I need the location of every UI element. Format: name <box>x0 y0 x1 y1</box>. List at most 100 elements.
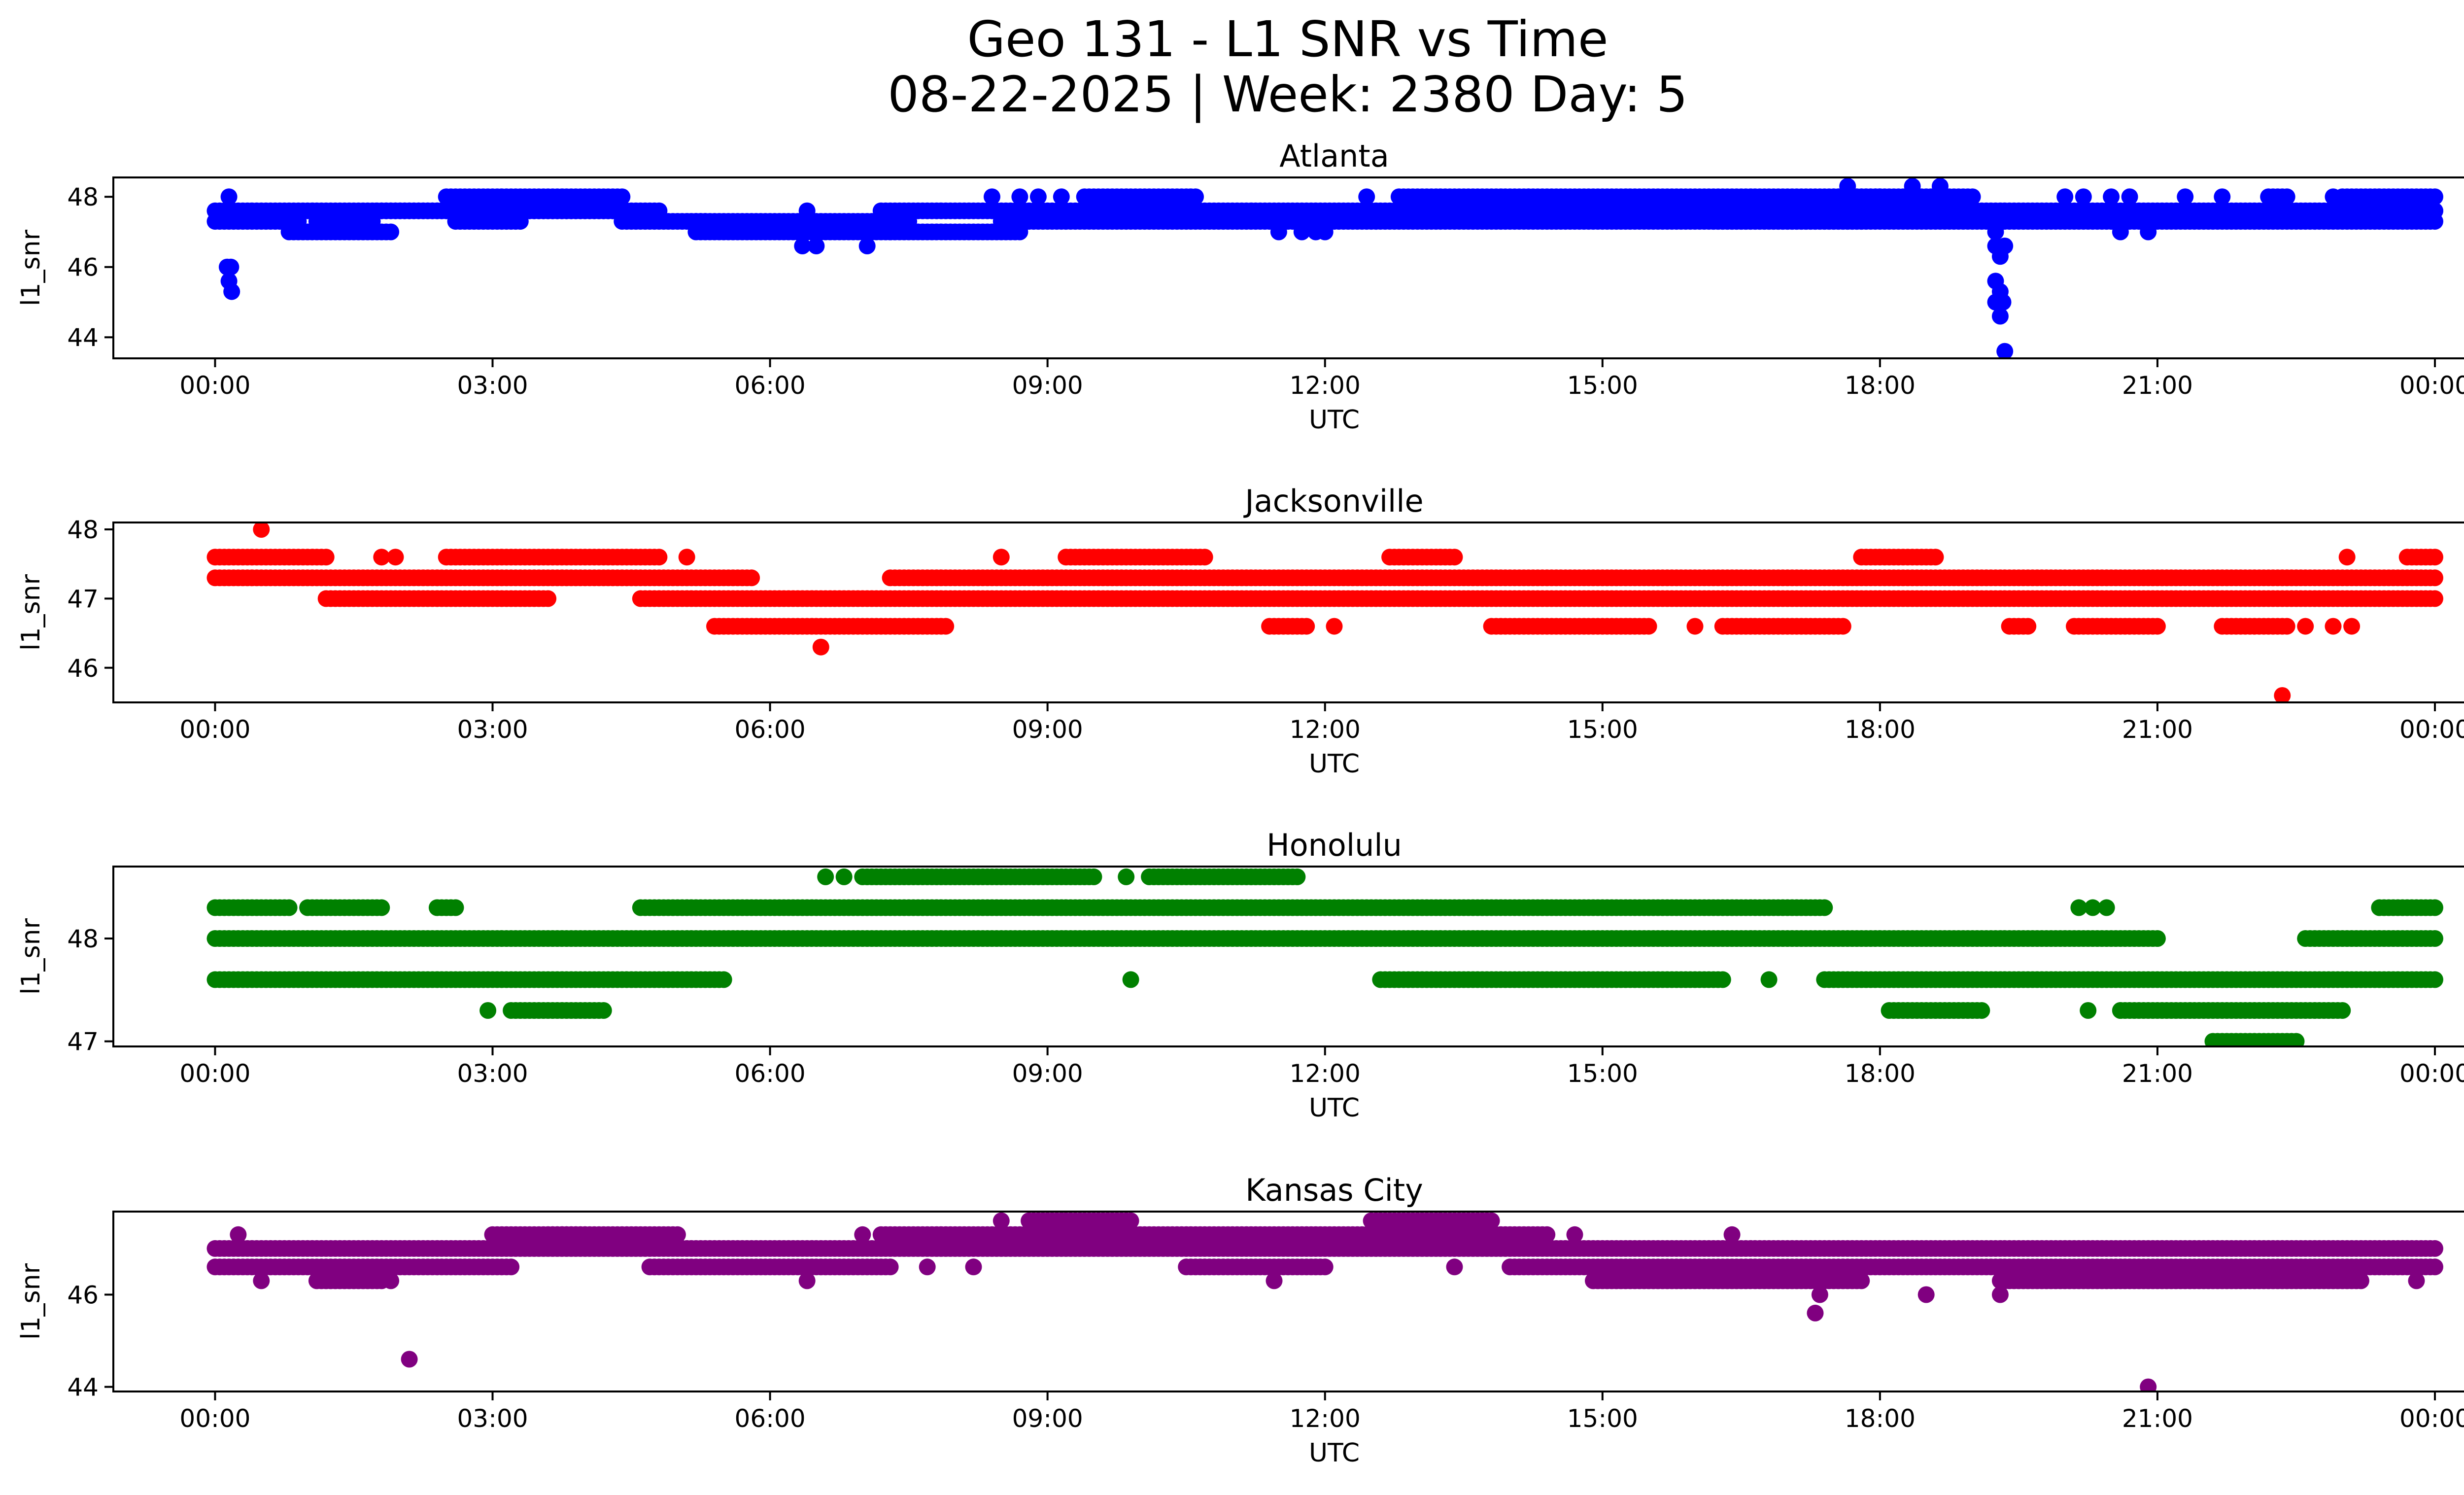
data-point <box>1118 868 1135 885</box>
data-point <box>503 1258 520 1276</box>
data-point <box>1991 308 2009 325</box>
data-point <box>808 238 825 254</box>
data-point <box>650 549 668 566</box>
x-tick-label: 00:00 <box>2399 371 2464 400</box>
y-tick-label: 47 <box>67 585 99 613</box>
data-point <box>1816 899 1833 916</box>
data-point <box>2056 188 2074 206</box>
data-point <box>1358 188 1375 206</box>
x-tick-label: 18:00 <box>1845 715 1916 744</box>
data-point <box>2427 569 2443 587</box>
data-point <box>2019 618 2037 635</box>
data-point <box>1196 549 1213 566</box>
series-jacksonville <box>206 522 2443 702</box>
x-tick-label: 12:00 <box>1290 371 1361 400</box>
data-point <box>1539 1226 1556 1243</box>
data-point <box>614 188 631 206</box>
data-point <box>1316 223 1334 241</box>
data-point <box>2427 930 2443 947</box>
data-point <box>2427 202 2443 219</box>
data-point <box>447 899 464 916</box>
x-tick-label: 15:00 <box>1567 1059 1638 1088</box>
x-tick-label: 06:00 <box>735 715 806 744</box>
data-point <box>2343 618 2361 635</box>
x-tick-label: 00:00 <box>179 715 250 744</box>
data-point <box>984 188 1000 206</box>
x-tick-label: 21:00 <box>2122 715 2193 744</box>
data-point <box>2140 223 2157 241</box>
x-tick-label: 06:00 <box>735 371 806 400</box>
data-point <box>1904 177 1921 195</box>
y-tick-label: 46 <box>67 654 99 683</box>
data-point <box>595 1002 612 1019</box>
x-tick-label: 03:00 <box>457 371 528 400</box>
data-point <box>1964 188 1981 206</box>
data-point <box>1996 343 2014 358</box>
data-point <box>2149 930 2166 947</box>
x-tick-label: 21:00 <box>2122 1059 2193 1088</box>
x-tick-label: 12:00 <box>1290 1059 1361 1088</box>
data-point <box>1686 618 1704 635</box>
data-point <box>223 283 240 300</box>
x-tick-label: 12:00 <box>1290 715 1361 744</box>
data-point <box>678 549 695 566</box>
data-point <box>2177 188 2194 206</box>
data-point <box>1316 1258 1334 1276</box>
y-tick-label: 48 <box>67 183 99 211</box>
data-point <box>2338 549 2356 566</box>
data-point <box>382 223 400 241</box>
data-point <box>218 258 236 276</box>
data-point <box>669 1226 686 1243</box>
data-point <box>1973 1002 1990 1019</box>
data-point <box>2427 899 2443 916</box>
data-point <box>1839 213 1856 230</box>
x-tick-label: 18:00 <box>1845 371 1916 400</box>
data-point <box>1029 188 1047 206</box>
data-point <box>1834 618 1851 635</box>
data-point <box>479 1002 497 1019</box>
data-point <box>1927 549 1944 566</box>
axes-frame-jacksonville <box>112 522 2464 703</box>
data-point <box>1011 188 1028 206</box>
data-point <box>2274 687 2291 702</box>
figure-title-line1: Geo 131 - L1 SNR vs Time <box>967 10 1608 68</box>
subplot-title-honolulu: Honolulu <box>1266 827 1402 863</box>
series-kansas-city <box>206 1212 2443 1391</box>
data-point <box>373 899 390 916</box>
x-tick-label: 15:00 <box>1567 371 1638 400</box>
data-point <box>1187 188 1204 206</box>
x-axis-label: UTC <box>1309 405 1360 435</box>
data-point <box>2103 188 2120 206</box>
x-tick-label: 00:00 <box>179 371 250 400</box>
data-point <box>743 569 760 587</box>
data-point <box>798 202 816 219</box>
y-tick-label: 46 <box>67 253 99 282</box>
figure-title-line2: 08-22-2025 | Week: 2380 Day: 5 <box>888 66 1688 123</box>
data-point <box>817 868 834 885</box>
data-point <box>812 638 829 656</box>
data-point <box>253 522 270 538</box>
data-point <box>2427 971 2443 988</box>
data-point <box>2288 1033 2305 1046</box>
data-point <box>715 971 732 988</box>
data-point <box>2075 188 2092 206</box>
data-point <box>1483 1212 1500 1229</box>
data-point <box>2325 188 2342 206</box>
data-point <box>2334 1002 2351 1019</box>
subplot-title-jacksonville: Jacksonville <box>1243 483 1423 519</box>
x-tick-label: 06:00 <box>735 1059 806 1088</box>
x-axis-label: UTC <box>1309 1093 1360 1123</box>
subplot-title-kansas-city: Kansas City <box>1245 1172 1423 1208</box>
data-point <box>2427 590 2443 607</box>
y-axis-label: l1_snr <box>16 574 46 651</box>
data-point <box>2325 618 2342 635</box>
data-point <box>2121 188 2138 206</box>
y-axis-label: l1_snr <box>16 918 46 995</box>
data-point <box>1298 618 1315 635</box>
data-point <box>1640 618 1657 635</box>
data-point <box>1987 223 2004 241</box>
x-tick-label: 15:00 <box>1567 715 1638 744</box>
x-tick-label: 00:00 <box>2399 1059 2464 1088</box>
